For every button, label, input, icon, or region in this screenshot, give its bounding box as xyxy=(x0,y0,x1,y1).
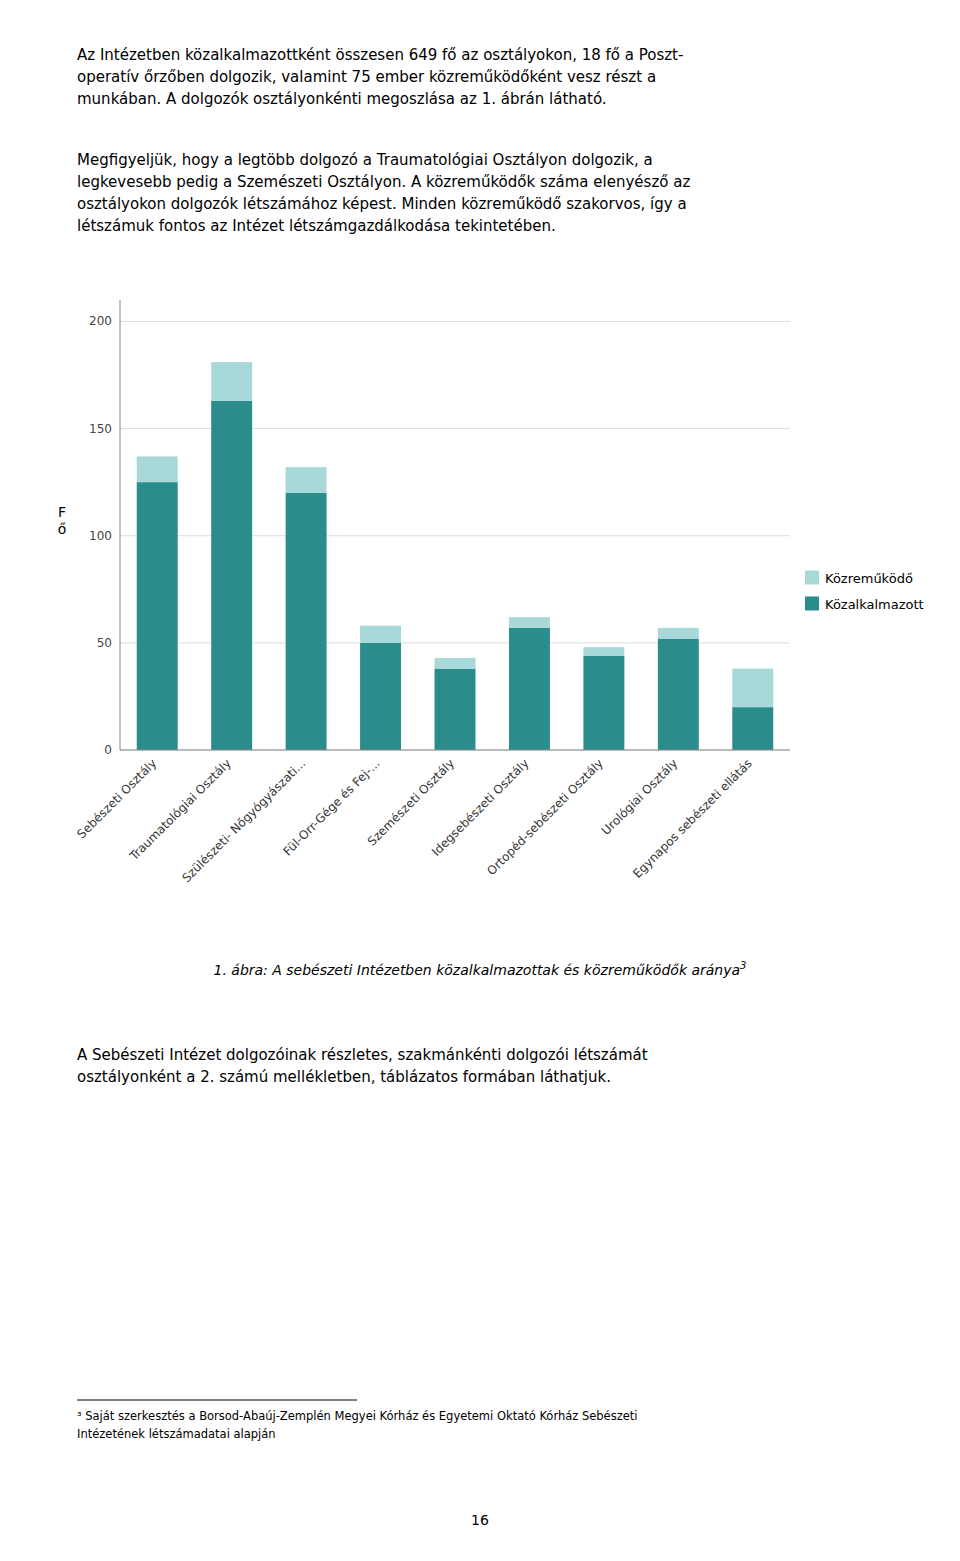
y-axis-label: Fő xyxy=(58,504,67,537)
footnote-rule xyxy=(77,1400,357,1401)
bars xyxy=(137,362,774,750)
bar-segment xyxy=(583,647,624,656)
paragraph-line: Az Intézetben közalkalmazottként összese… xyxy=(77,46,683,64)
legend-label: Közreműködő xyxy=(825,571,913,586)
page-number: 16 xyxy=(471,1512,489,1528)
paragraph-line: osztályonként a 2. számú mellékletben, t… xyxy=(77,1068,611,1086)
bar-segment xyxy=(658,639,699,750)
bar-segment xyxy=(137,482,178,750)
bar-segment xyxy=(211,362,252,401)
paragraph-line: létszámuk fontos az Intézet létszámgazdá… xyxy=(77,217,556,235)
bar-segment xyxy=(286,493,327,750)
bar-segment xyxy=(435,669,476,750)
bar-segment xyxy=(211,401,252,750)
x-tick-label: Szülészeti- Nőgyógyászati... xyxy=(179,756,308,885)
y-tick-label: 150 xyxy=(89,422,112,436)
paragraph-line: operatív őrzőben dolgozik, valamint 75 e… xyxy=(77,68,656,86)
x-tick-label: Egynapos sebészeti ellátás xyxy=(630,756,755,881)
footnote-line: ³ Saját szerkesztés a Borsod-Abaúj-Zempl… xyxy=(77,1409,638,1423)
paragraph-line: legkevesebb pedig a Szemészeti Osztályon… xyxy=(77,173,690,191)
bar-segment xyxy=(509,628,550,750)
grid-line xyxy=(120,321,790,322)
paragraph-line: A Sebészeti Intézet dolgozóinak részlete… xyxy=(77,1046,648,1064)
legend: Közreműködő Közalkalmazott xyxy=(805,571,924,612)
y-tick-label: 50 xyxy=(97,636,112,650)
bar-segment xyxy=(137,456,178,482)
bar-segment xyxy=(286,467,327,493)
bar-segment xyxy=(509,617,550,628)
bar-segment xyxy=(732,707,773,750)
x-tick-label: Fül-Orr-Gége és Fej-... xyxy=(280,756,382,858)
bar-segment xyxy=(583,656,624,750)
footnote-line: Intézetének létszámadatai alapján xyxy=(77,1427,276,1441)
x-axis-line xyxy=(120,750,790,751)
page: Az Intézetben közalkalmazottként összese… xyxy=(0,0,960,1561)
grid-line xyxy=(120,750,790,751)
bar-segment xyxy=(360,643,401,750)
bar-segment xyxy=(435,658,476,669)
legend-swatch xyxy=(805,571,819,585)
background xyxy=(0,0,960,1561)
caption: 1. ábra: A sebészeti Intézetben közalkal… xyxy=(214,960,747,978)
bar-segment xyxy=(732,669,773,708)
legend-swatch xyxy=(805,597,819,611)
bar-segment xyxy=(658,628,699,639)
x-tick-label: Sebészeti Osztály xyxy=(74,756,159,841)
y-axis-line xyxy=(120,300,121,750)
bar-segment xyxy=(360,626,401,643)
legend-label: Közalkalmazott xyxy=(825,597,924,612)
y-tick-label: 100 xyxy=(89,529,112,543)
x-tick-label: Urológiai Osztály xyxy=(599,756,681,838)
y-tick-label: 200 xyxy=(89,314,112,328)
caption-superscript: 3 xyxy=(740,960,746,971)
x-tick-label: Ortopéd-sebészeti Osztály xyxy=(484,756,606,878)
chart: 050100150200FőSebészeti OsztályTraumatol… xyxy=(58,300,924,885)
paragraph-line: Megfigyeljük, hogy a legtöbb dolgozó a T… xyxy=(77,151,653,169)
y-tick-label: 0 xyxy=(104,743,112,757)
paragraph-line: munkában. A dolgozók osztályonkénti mego… xyxy=(77,90,607,108)
paragraph-line: osztályokon dolgozók létszámához képest.… xyxy=(77,195,687,213)
